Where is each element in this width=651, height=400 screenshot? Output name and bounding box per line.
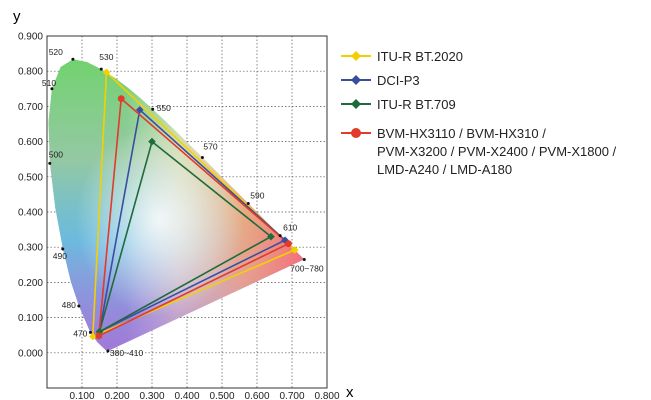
wavelength-label: 530 <box>99 52 113 62</box>
wavelength-label: 500 <box>49 149 63 159</box>
primary-marker <box>102 68 111 77</box>
primary-marker <box>95 332 103 340</box>
gamut-triangle-dci-p3 <box>98 108 287 334</box>
y-tick-label: 0.000 <box>18 348 43 359</box>
wavelength-dot <box>71 57 75 61</box>
legend-label: PVM-X3200 / PVM-X2400 / PVM-X1800 / <box>377 144 617 159</box>
y-tick-label: 0.200 <box>18 278 43 289</box>
wavelength-label: 380~410 <box>110 348 144 358</box>
legend-item-itu-r-bt-2020: ITU-R BT.2020 <box>341 49 463 64</box>
x-tick-label: 0.300 <box>139 391 164 400</box>
legend-item-itu-r-bt-709: ITU-R BT.709 <box>341 97 456 112</box>
wavelength-dot <box>61 247 65 251</box>
legend-label: ITU-R BT.709 <box>377 97 456 112</box>
legend-label: DCI-P3 <box>377 73 420 88</box>
wavelength-dot <box>88 330 92 334</box>
wavelength-label: 490 <box>53 251 67 261</box>
legend-label: BVM-HX3110 / BVM-HX310 / <box>377 126 546 141</box>
legend-item-dci-p3: DCI-P3 <box>341 73 420 88</box>
x-tick-label: 0.800 <box>314 391 339 400</box>
y-tick-label: 0.100 <box>18 313 43 324</box>
wavelength-label: 510 <box>42 78 56 88</box>
primary-marker <box>267 232 275 241</box>
wavelength-label: 590 <box>250 191 264 201</box>
primary-marker <box>135 106 144 114</box>
locus-white-point-glow <box>48 59 305 352</box>
wavelength-label: 610 <box>283 223 297 233</box>
x-tick-label: 0.400 <box>174 391 199 400</box>
wavelength-label: 470 <box>73 328 87 338</box>
primary-marker <box>89 332 97 341</box>
wavelength-dot <box>151 107 155 111</box>
primary-marker <box>117 95 125 103</box>
wavelength-label: 520 <box>49 47 63 57</box>
primary-marker <box>285 240 292 248</box>
gamut-triangle-bvm-hx3110-bvm-hx310 <box>97 97 290 338</box>
x-tick-label: 0.200 <box>104 391 129 400</box>
wavelength-dot <box>246 202 250 206</box>
primary-marker <box>291 246 299 254</box>
legend-label: LMD-A240 / LMD-A180 <box>377 162 512 177</box>
wavelength-label: 550 <box>157 103 171 113</box>
x-tick-label: 0.500 <box>209 391 234 400</box>
wavelength-label: 700~780 <box>290 264 324 274</box>
legend-item-bvm-hx3110-bvm-hx310: BVM-HX3110 / BVM-HX310 / PVM-X3200 / PVM-… <box>341 126 617 177</box>
primary-marker <box>95 327 104 336</box>
x-axis-title: x <box>346 384 354 400</box>
wavelength-dot <box>77 304 81 308</box>
plot-frame <box>46 35 328 389</box>
legend-marker <box>351 51 361 61</box>
wavelength-dot <box>200 155 204 159</box>
wavelength-dot <box>50 87 54 91</box>
legend-marker <box>351 75 361 85</box>
y-tick-label: 0.500 <box>18 172 43 183</box>
legend-label: ITU-R BT.2020 <box>377 49 463 64</box>
wavelength-dot <box>278 234 282 238</box>
y-tick-label: 0.700 <box>18 102 43 113</box>
legend-marker <box>351 99 361 109</box>
x-tick-label: 0.100 <box>69 391 94 400</box>
y-tick-label: 0.300 <box>18 243 43 254</box>
wavelength-dot <box>302 258 306 262</box>
y-tick-label: 0.900 <box>18 32 43 43</box>
y-tick-label: 0.800 <box>18 67 43 78</box>
x-tick-label: 0.600 <box>244 391 269 400</box>
wavelength-dot <box>99 67 103 71</box>
gamut-triangle-itu-r-bt-2020 <box>91 70 297 338</box>
primary-marker <box>148 137 156 146</box>
wavelength-dot <box>106 349 110 353</box>
legend-marker <box>351 128 361 138</box>
wavelength-label: 480 <box>62 300 76 310</box>
wavelength-label: 570 <box>203 141 217 151</box>
gamut-triangle-itu-r-bt-709 <box>98 140 273 334</box>
y-tick-label: 0.600 <box>18 137 43 148</box>
y-tick-label: 0.400 <box>18 208 43 219</box>
x-tick-label: 0.700 <box>279 391 304 400</box>
wavelength-dot <box>48 161 52 165</box>
y-axis-title: y <box>13 8 21 25</box>
